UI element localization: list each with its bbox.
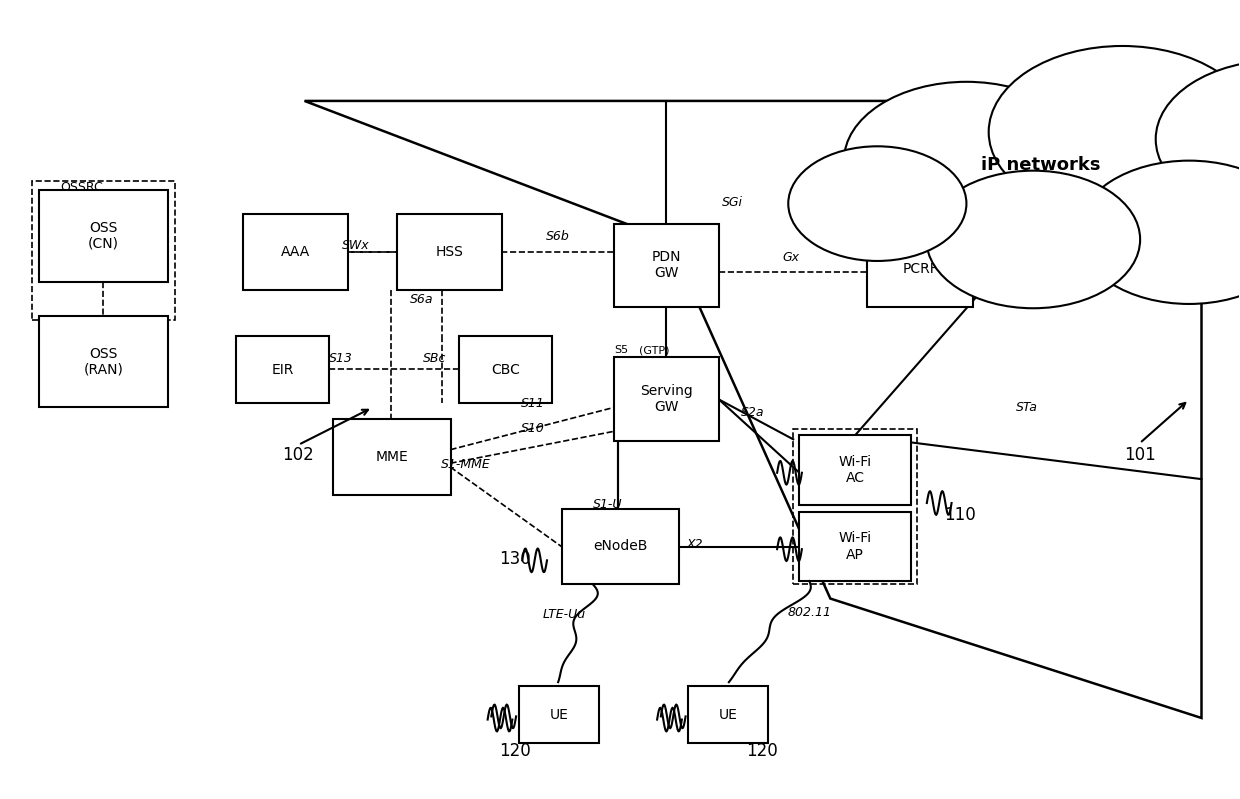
Text: S6b: S6b	[547, 229, 570, 243]
Text: 130: 130	[498, 550, 531, 568]
FancyBboxPatch shape	[800, 512, 910, 581]
Text: OSSRC: OSSRC	[61, 181, 103, 194]
FancyBboxPatch shape	[38, 316, 169, 407]
Text: OSS
(CN): OSS (CN)	[88, 221, 119, 251]
FancyBboxPatch shape	[38, 190, 169, 282]
Text: LTE-Uu: LTE-Uu	[543, 608, 585, 621]
Text: 120: 120	[746, 742, 779, 761]
Text: S13: S13	[329, 352, 352, 364]
Text: UE: UE	[549, 708, 568, 721]
Text: 120: 120	[498, 742, 531, 761]
Text: S1-MME: S1-MME	[440, 459, 490, 471]
Text: PCRF: PCRF	[903, 262, 937, 276]
Text: UE: UE	[719, 708, 738, 721]
FancyBboxPatch shape	[243, 214, 347, 289]
Text: S1-U: S1-U	[593, 498, 622, 511]
Text: 102: 102	[283, 446, 314, 464]
Text: 110: 110	[945, 506, 976, 524]
Text: SWx: SWx	[341, 240, 370, 252]
Text: S10: S10	[521, 423, 544, 435]
FancyBboxPatch shape	[334, 419, 450, 495]
Text: SBc: SBc	[423, 352, 446, 364]
FancyBboxPatch shape	[518, 686, 599, 743]
Text: S6a: S6a	[409, 293, 433, 307]
Text: Wi-Fi
AP: Wi-Fi AP	[838, 531, 872, 562]
Text: Gx: Gx	[782, 251, 800, 264]
Circle shape	[844, 81, 1089, 240]
FancyBboxPatch shape	[614, 357, 719, 441]
Text: eNodeB: eNodeB	[594, 539, 647, 554]
Text: S11: S11	[521, 397, 544, 410]
FancyBboxPatch shape	[397, 214, 502, 289]
FancyBboxPatch shape	[868, 232, 972, 307]
Text: 802.11: 802.11	[787, 606, 831, 619]
Text: MME: MME	[376, 450, 408, 464]
Text: Wi-Fi
AC: Wi-Fi AC	[838, 455, 872, 485]
Text: PDN
GW: PDN GW	[652, 250, 681, 280]
FancyBboxPatch shape	[459, 336, 552, 403]
Text: HSS: HSS	[436, 244, 464, 259]
FancyBboxPatch shape	[614, 224, 719, 307]
Text: Serving
GW: Serving GW	[640, 384, 693, 414]
Text: OSS
(RAN): OSS (RAN)	[83, 347, 124, 377]
Text: X2: X2	[687, 538, 703, 551]
Text: iP networks: iP networks	[981, 156, 1100, 173]
Text: (GTP): (GTP)	[639, 345, 670, 355]
Circle shape	[789, 146, 966, 261]
Text: 101: 101	[1123, 446, 1156, 464]
FancyBboxPatch shape	[562, 509, 680, 584]
FancyBboxPatch shape	[800, 435, 910, 505]
Circle shape	[1156, 60, 1240, 218]
FancyBboxPatch shape	[237, 336, 330, 403]
Text: STa: STa	[1016, 401, 1038, 414]
Circle shape	[1078, 161, 1240, 304]
Text: SGi: SGi	[722, 196, 743, 209]
Text: EIR: EIR	[272, 363, 294, 376]
Text: S2a: S2a	[742, 406, 765, 419]
Text: CBC: CBC	[491, 363, 520, 376]
FancyBboxPatch shape	[688, 686, 769, 743]
Text: AAA: AAA	[280, 244, 310, 259]
Text: S5: S5	[614, 345, 627, 355]
Circle shape	[926, 171, 1140, 308]
Circle shape	[988, 46, 1240, 218]
